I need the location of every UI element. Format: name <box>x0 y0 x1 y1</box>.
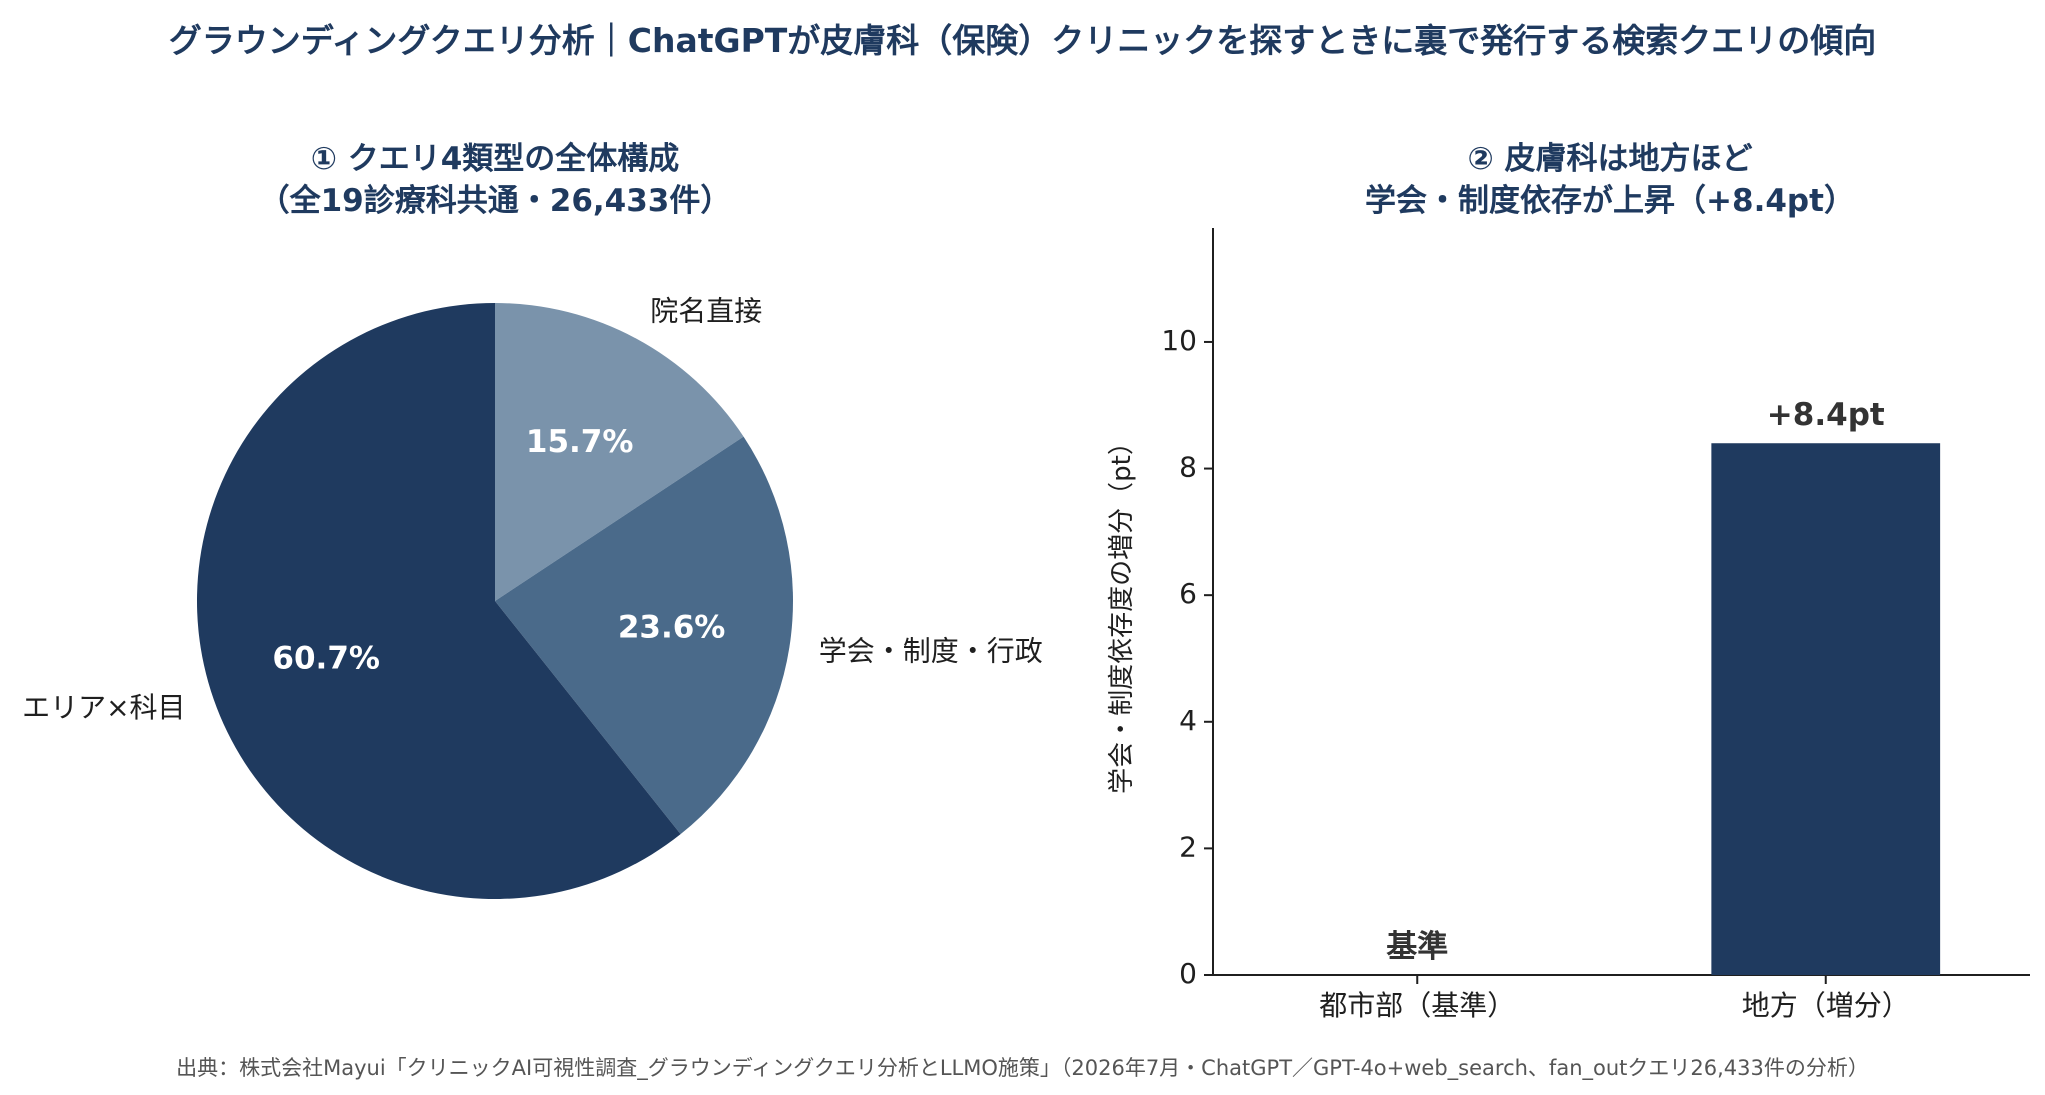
pie-title-line2: （全19診療科共通・26,433件） <box>258 183 732 219</box>
bar-data-label-1: +8.4pt <box>1767 397 1885 433</box>
pie-pct-label-1: 23.6% <box>618 609 726 645</box>
pie-category-label-2: エリア×科目 <box>22 691 185 724</box>
y-tick-label-4: 8 <box>1179 451 1197 484</box>
bar-title-line1: ② 皮膚科は地方ほど <box>1467 141 1753 177</box>
y-tick-label-1: 2 <box>1179 830 1197 863</box>
pie-slice-2 <box>196 303 681 899</box>
pie-title-line1: ① クエリ4類型の全体構成 <box>310 141 680 177</box>
y-tick-label-5: 10 <box>1161 324 1197 357</box>
main-title: グラウンディングクエリ分析｜ChatGPTが皮膚科（保険）クリニックを探すときに… <box>168 21 1877 60</box>
pie-chart-title: ① クエリ4類型の全体構成 （全19診療科共通・26,433件） <box>195 138 795 222</box>
y-tick-label-2: 4 <box>1179 704 1197 737</box>
pie-slice-1 <box>495 436 794 835</box>
bar-chart-title: ② 皮膚科は地方ほど 学会・制度依存が上昇（+8.4pt） <box>1310 138 1910 222</box>
pie-pct-label-0: 15.7% <box>526 424 634 460</box>
pie-chart: 15.7% 院名直接 23.6% 学会・制度・行政 60.7% エリア×科目 <box>22 294 1043 899</box>
y-axis-label: 学会・制度依存度の増分（pt） <box>1107 429 1137 794</box>
y-tick-label-0: 0 <box>1179 957 1197 990</box>
bar-1 <box>1711 443 1941 975</box>
x-tick-label-0: 都市部（基準） <box>1319 989 1515 1022</box>
bar-data-label-0: 基準 <box>1386 929 1448 965</box>
pie-category-label-0: 院名直接 <box>650 294 762 327</box>
pie-category-label-1: 学会・制度・行政 <box>819 634 1043 667</box>
bar-title-line2: 学会・制度依存が上昇（+8.4pt） <box>1365 183 1855 219</box>
source-note: 出典：株式会社Mayui「クリニックAI可視性調査_グラウンディングクエリ分析と… <box>176 1056 1869 1080</box>
x-tick-label-1: 地方（増分） <box>1742 989 1910 1022</box>
pie-pct-label-2: 60.7% <box>272 640 380 676</box>
y-tick-label-3: 6 <box>1179 577 1197 610</box>
pie-slice-0 <box>495 303 744 601</box>
